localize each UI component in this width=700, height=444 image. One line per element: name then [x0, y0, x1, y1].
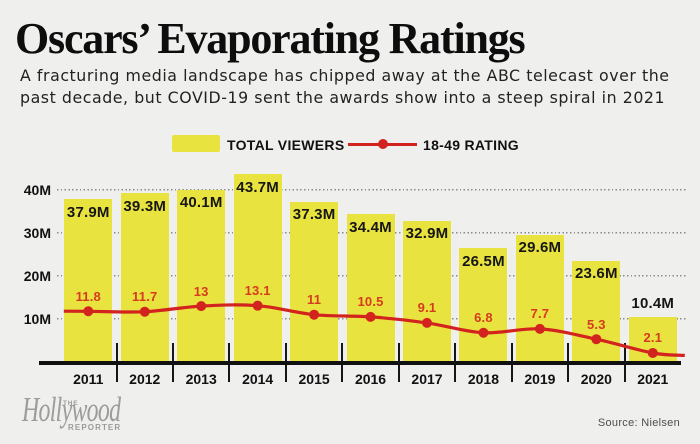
bar-2013 — [177, 189, 226, 364]
page-title: Oscars’ Evaporating Ratings — [15, 14, 526, 63]
logo-hollywood: Hollywood — [22, 390, 121, 429]
bar-value-label-2011: 37.9M — [66, 203, 110, 221]
x-axis-label-2014: 2014 — [242, 370, 274, 387]
bar-2011 — [64, 199, 113, 364]
legend-line-sample — [348, 139, 417, 149]
logo-reporter: REPORTER — [68, 422, 122, 432]
bar-value-label-2020: 23.6M — [574, 265, 618, 283]
rating-value-label-2017: 9.1 — [417, 300, 437, 316]
source-credit: Source: Nielsen — [597, 417, 680, 429]
bar-value-label-2019: 29.6M — [518, 239, 562, 257]
bar-value-label-2017: 32.9M — [405, 225, 449, 243]
legend-bar-label: TOTAL VIEWERS — [227, 137, 345, 153]
bar-value-label-2014: 43.7M — [236, 178, 279, 196]
x-axis-line — [39, 360, 681, 365]
x-axis-label-2021: 2021 — [637, 370, 669, 387]
x-axis-label-2018: 2018 — [467, 370, 500, 387]
x-axis-label-2017: 2017 — [411, 370, 443, 387]
bar-value-label-2021: 10.4M — [631, 295, 675, 313]
rating-value-label-2013: 13 — [193, 283, 209, 299]
rating-value-label-2021: 2.1 — [643, 330, 663, 346]
logo-the: THE — [63, 400, 79, 407]
bar-2017 — [403, 220, 451, 364]
bar-2012 — [120, 193, 169, 364]
hollywood-reporter-logo: THE Hollywood REPORTER — [20, 390, 140, 440]
x-axis-label-2019: 2019 — [524, 370, 556, 387]
bar-value-label-2018: 26.5M — [462, 252, 505, 270]
bar-value-label-2015: 37.3M — [292, 206, 336, 224]
subtitle-line-2: past decade, but COVID-19 sent the award… — [20, 88, 666, 107]
x-axis-label-2020: 2020 — [580, 370, 612, 387]
subtitle-line-1: A fracturing media landscape has chipped… — [20, 66, 670, 85]
bar-2015 — [290, 201, 339, 364]
x-axis-label-2011: 2011 — [73, 370, 104, 387]
rating-value-label-2012: 11.7 — [132, 289, 158, 305]
rating-value-label-2016: 10.5 — [357, 294, 384, 310]
legend-line-label: 18-49 RATING — [423, 137, 519, 153]
rating-value-label-2018: 6.8 — [474, 310, 493, 326]
rating-value-label-2019: 7.7 — [530, 306, 550, 322]
legend-line-dot-icon — [377, 139, 388, 149]
bar-2016 — [346, 214, 395, 364]
gridline-40M — [57, 189, 686, 192]
legend-bar-swatch — [172, 135, 220, 152]
x-axis-label-2013: 2013 — [185, 370, 217, 387]
bar-value-label-2013: 40.1M — [179, 194, 223, 212]
rating-value-label-2014: 13.1 — [244, 283, 271, 299]
x-axis-label-2016: 2016 — [354, 370, 387, 387]
bar-2014 — [233, 174, 282, 364]
bar-value-label-2012: 39.3M — [123, 197, 167, 215]
rating-value-label-2011: 11.8 — [75, 288, 101, 304]
rating-value-label-2020: 5.3 — [587, 316, 606, 332]
y-axis-label-10M: 10M — [23, 311, 51, 327]
rating-value-label-2015: 11 — [307, 292, 322, 308]
y-axis-label-40M: 40M — [23, 182, 51, 198]
bar-value-label-2016: 34.4M — [349, 218, 392, 236]
y-axis-label-30M: 30M — [23, 225, 51, 241]
x-axis-label-2012: 2012 — [129, 370, 161, 387]
x-axis-label-2015: 2015 — [298, 370, 330, 387]
y-axis-label-20M: 20M — [23, 268, 51, 284]
chart-subtitle: A fracturing media landscape has chipped… — [20, 65, 670, 109]
